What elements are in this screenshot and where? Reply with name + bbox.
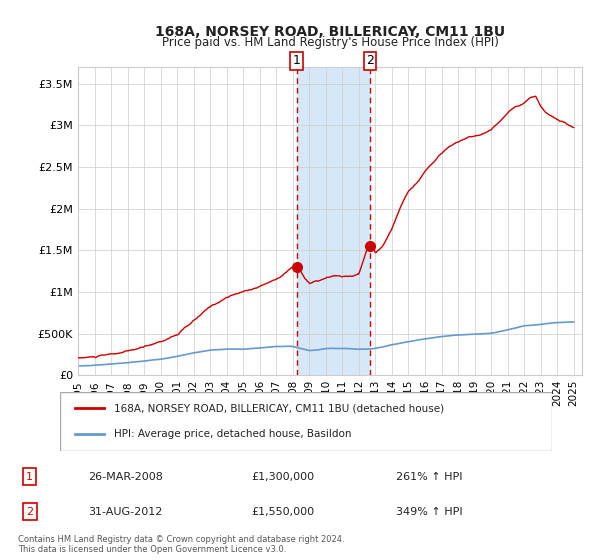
Text: 1: 1: [293, 54, 301, 67]
Text: 31-AUG-2012: 31-AUG-2012: [88, 507, 162, 516]
Text: Price paid vs. HM Land Registry's House Price Index (HPI): Price paid vs. HM Land Registry's House …: [161, 36, 499, 49]
Text: 1: 1: [26, 472, 33, 482]
FancyBboxPatch shape: [60, 392, 552, 451]
Text: 261% ↑ HPI: 261% ↑ HPI: [397, 472, 463, 482]
Text: 168A, NORSEY ROAD, BILLERICAY, CM11 1BU: 168A, NORSEY ROAD, BILLERICAY, CM11 1BU: [155, 25, 505, 39]
Bar: [296, 67, 370, 375]
Text: £1,300,000: £1,300,000: [251, 472, 314, 482]
Text: 349% ↑ HPI: 349% ↑ HPI: [397, 507, 463, 516]
Text: Contains HM Land Registry data © Crown copyright and database right 2024.
This d: Contains HM Land Registry data © Crown c…: [18, 535, 344, 554]
Text: 168A, NORSEY ROAD, BILLERICAY, CM11 1BU (detached house): 168A, NORSEY ROAD, BILLERICAY, CM11 1BU …: [114, 403, 444, 413]
Text: HPI: Average price, detached house, Basildon: HPI: Average price, detached house, Basi…: [114, 430, 352, 440]
Text: 2: 2: [26, 507, 33, 516]
Text: 2: 2: [366, 54, 374, 67]
Text: 26-MAR-2008: 26-MAR-2008: [88, 472, 163, 482]
Text: £1,550,000: £1,550,000: [251, 507, 314, 516]
